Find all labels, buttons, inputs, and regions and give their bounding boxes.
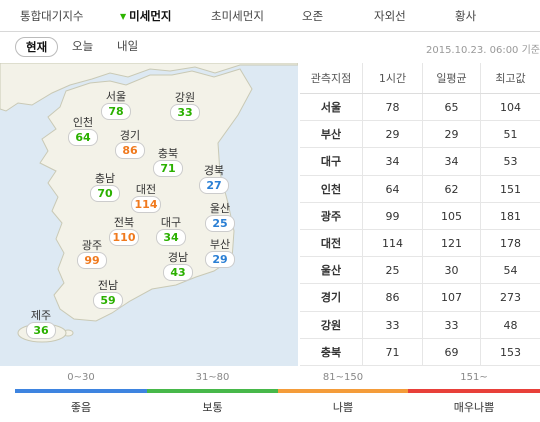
- timestamp: 2015.10.23. 06:00 기준: [425, 45, 540, 56]
- table-row: 울산 25 30 54: [300, 257, 540, 285]
- tab-ultrafine-dust[interactable]: 초미세먼지: [211, 9, 264, 23]
- region-gyeonggi[interactable]: 경기 86: [106, 129, 154, 159]
- tab-fine-dust[interactable]: ▼ 미세먼지: [120, 8, 171, 24]
- subtab-today[interactable]: 오늘: [72, 39, 94, 53]
- region-value: 99: [77, 252, 107, 269]
- region-gwangju[interactable]: 광주 99: [68, 239, 116, 269]
- subtab-tomorrow[interactable]: 내일: [117, 39, 139, 53]
- region-value: 114: [130, 196, 162, 213]
- subtab-now[interactable]: 현재: [15, 37, 59, 57]
- korea-map: 서울 78 강원 33 인천 64 경기 86 충북 71 충남 70 대전 1…: [0, 63, 298, 366]
- header-1hour: 1시간: [362, 63, 422, 93]
- region-daejeon[interactable]: 대전 114: [122, 183, 170, 213]
- top-nav: 통합대기지수 ▼ 미세먼지 초미세먼지 오존 자외선 황사: [0, 0, 540, 32]
- header-station: 관측지점: [310, 72, 352, 85]
- region-ulsan[interactable]: 울산 25: [196, 202, 244, 232]
- region-jeonnam[interactable]: 전남 59: [84, 279, 132, 309]
- region-value: 70: [90, 185, 120, 202]
- tab-integrated-air-index[interactable]: 통합대기지수: [20, 9, 84, 23]
- table-row: 부산 29 29 51: [300, 121, 540, 149]
- region-value: 43: [163, 264, 193, 281]
- region-value: 25: [205, 215, 235, 232]
- region-incheon[interactable]: 인천 64: [59, 116, 107, 146]
- table-row: 강원 33 33 48: [300, 311, 540, 339]
- region-gyeongnam[interactable]: 경남 43: [154, 251, 202, 281]
- region-seoul[interactable]: 서울 78: [92, 90, 140, 120]
- legend-bad: 81~150 나쁨: [278, 372, 408, 422]
- sub-nav: 현재 오늘 내일 2015.10.23. 06:00 기준: [0, 32, 540, 61]
- region-daegu[interactable]: 대구 34: [147, 216, 195, 246]
- region-jeju[interactable]: 제주 36: [17, 309, 65, 339]
- legend-good: 0~30 좋음: [15, 372, 147, 422]
- table-row: 경기 86 107 273: [300, 284, 540, 312]
- region-value: 59: [93, 292, 123, 309]
- legend-normal: 31~80 보통: [147, 372, 278, 422]
- table-row: 충북 71 69 153: [300, 338, 540, 366]
- caret-down-icon: ▼: [120, 12, 127, 21]
- table-row: 광주 99 105 181: [300, 202, 540, 230]
- region-value: 34: [156, 229, 186, 246]
- region-value: 29: [205, 251, 235, 268]
- grade-legend: 0~30 좋음 31~80 보통 81~150 나쁨 151~ 매우나쁨: [0, 372, 540, 422]
- tab-yellow-dust[interactable]: 황사: [455, 9, 477, 23]
- region-chungbuk[interactable]: 충북 71: [144, 147, 192, 177]
- region-value: 110: [108, 229, 140, 246]
- header-daily-avg: 일평균: [422, 63, 480, 93]
- region-value: 78: [101, 103, 131, 120]
- region-busan[interactable]: 부산 29: [196, 238, 244, 268]
- legend-very-bad: 151~ 매우나쁨: [408, 372, 540, 422]
- table-row: 서울 78 65 104: [300, 94, 540, 122]
- legend-bar: [408, 389, 540, 393]
- table-row: 대구 34 34 53: [300, 148, 540, 176]
- region-value: 86: [115, 142, 145, 159]
- table-header: 관측지점 1시간 일평균 최고값: [300, 63, 540, 94]
- tab-uv[interactable]: 자외선: [374, 9, 406, 23]
- region-gyeongbuk[interactable]: 경북 27: [190, 164, 238, 194]
- table-row: 대전 114 121 178: [300, 229, 540, 258]
- region-chungnam[interactable]: 충남 70: [81, 172, 129, 202]
- region-jeonbuk[interactable]: 전북 110: [100, 216, 148, 246]
- region-value: 36: [26, 322, 56, 339]
- tab-ozone[interactable]: 오존: [302, 9, 324, 23]
- table-row: 인천 64 62 151: [300, 175, 540, 203]
- region-gangwon[interactable]: 강원 33: [161, 91, 209, 121]
- legend-bar: [15, 389, 147, 393]
- region-value: 64: [68, 129, 98, 146]
- region-value: 33: [170, 104, 200, 121]
- legend-bar: [147, 389, 278, 393]
- region-value: 71: [153, 160, 183, 177]
- station-table: 관측지점 1시간 일평균 최고값 서울 78 65 104 부산 29 29 51 대구 34…: [300, 63, 540, 366]
- legend-bar: [278, 389, 408, 393]
- header-max: 최고값: [480, 63, 540, 93]
- region-value: 27: [199, 177, 229, 194]
- tab-fine-dust-label: 미세먼지: [129, 9, 172, 23]
